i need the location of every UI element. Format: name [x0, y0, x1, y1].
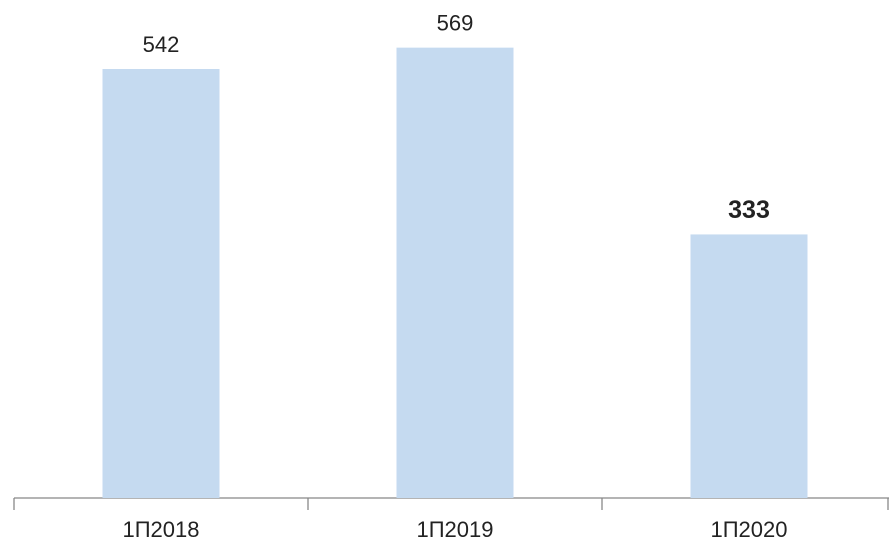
bar: [690, 234, 808, 499]
value-label: 569: [437, 10, 474, 35]
x-tick-label: 1П2019: [417, 517, 494, 542]
value-label: 333: [728, 196, 770, 224]
bar: [102, 69, 220, 498]
x-tick-label: 1П2018: [123, 517, 200, 542]
value-label: 542: [143, 32, 180, 57]
x-tick-label: 1П2020: [711, 517, 788, 542]
bar: [396, 47, 514, 498]
